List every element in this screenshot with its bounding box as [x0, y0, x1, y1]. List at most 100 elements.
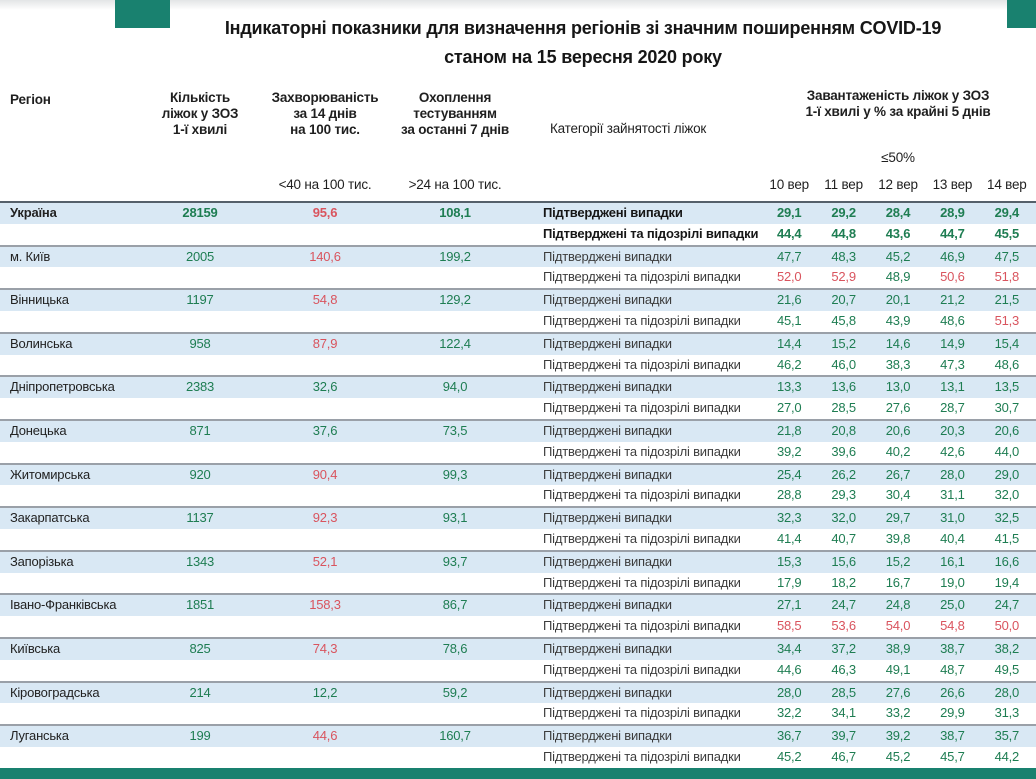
- occupancy-value: 38,9: [885, 640, 911, 656]
- table-row: Підтверджені та підозрілі випадки 27,0 28,…: [0, 398, 1036, 419]
- occupancy-value: 39,2: [776, 443, 802, 459]
- occupancy-value: 14,4: [776, 335, 802, 351]
- table-row: Україна 28159 95,6 108,1 Підтверджені випадк…: [0, 203, 1036, 224]
- occupancy-value: 24,7: [831, 597, 856, 613]
- occupancy-value: 40,2: [885, 443, 911, 459]
- occupancy-value: 13,5: [994, 379, 1020, 395]
- occupancy-value: 32,5: [994, 510, 1020, 526]
- occupancy-value: 24,8: [885, 597, 911, 613]
- beds-value: 1197: [186, 292, 214, 308]
- occupancy-values: 21,6 20,7 20,1 21,2 21,5: [762, 290, 1034, 311]
- occupancy-value: 21,2: [940, 292, 965, 308]
- occupancy-value: 29,4: [994, 205, 1020, 220]
- occupancy-value: 53,6: [831, 618, 856, 634]
- occupancy-value: 17,9: [776, 574, 802, 590]
- occupancy-values: 44,4 44,8 43,6 44,7 45,5: [762, 224, 1034, 245]
- bed-category-label: Підтверджені випадки: [543, 422, 672, 438]
- occupancy-values: 45,1 45,8 43,9 48,6 51,3: [762, 311, 1034, 332]
- occupancy-value: 52,9: [831, 269, 856, 285]
- beds-value: 199: [189, 728, 211, 744]
- page-title-line2: станом на 15 вересня 2020 року: [444, 47, 722, 67]
- occupancy-value: 27,6: [885, 400, 911, 416]
- date-header: 10 вер: [769, 177, 809, 192]
- occupancy-value: 24,7: [994, 597, 1020, 613]
- top-fade-decoration: [0, 0, 1036, 10]
- occupancy-value: 20,8: [831, 422, 856, 438]
- region-name: Івано-Франківська: [10, 597, 117, 613]
- table-row: Івано-Франківська 1851 158,3 86,7 Підтвердже…: [0, 595, 1036, 617]
- occupancy-value: 16,7: [885, 574, 911, 590]
- occupancy-value: 15,6: [831, 553, 856, 569]
- occupancy-value: 58,5: [776, 618, 802, 634]
- occupancy-value: 46,9: [940, 248, 965, 264]
- occupancy-values: 41,4 40,7 39,8 40,4 41,5: [762, 529, 1034, 550]
- incidence-value: 74,3: [312, 640, 338, 656]
- occupancy-value: 26,6: [940, 684, 965, 700]
- region-name: Луганська: [10, 728, 69, 744]
- occupancy-value: 19,4: [994, 574, 1020, 590]
- table-row: Житомирська 920 90,4 99,3 Підтверджені випад…: [0, 464, 1036, 486]
- region-block: Донецька 871 37,6 73,5 Підтверджені випадки 2…: [0, 418, 1036, 463]
- occupancy-value: 19,0: [940, 574, 965, 590]
- bed-category-label: Підтверджені та підозрілі випадки: [543, 443, 741, 459]
- occupancy-value: 20,7: [831, 292, 856, 308]
- occupancy-values: 34,4 37,2 38,9 38,7 38,2: [762, 639, 1034, 660]
- date-column-headers: 10 вер 11 вер 12 вер 13 вер 14 вер: [762, 177, 1034, 192]
- occupancy-value: 47,7: [776, 248, 802, 264]
- column-header-occupancy: Завантаженість ліжок у ЗОЗ 1-ї хвилі у %…: [805, 88, 991, 119]
- occupancy-values: 46,2 46,0 38,3 47,3 48,6: [762, 355, 1034, 376]
- incidence-value: 95,6: [312, 205, 338, 220]
- occupancy-values: 29,1 29,2 28,4 28,9 29,4: [762, 203, 1034, 224]
- testing-coverage-value: 73,5: [442, 422, 468, 438]
- occupancy-value: 44,7: [940, 225, 965, 241]
- table-row: Кіровоградська 214 12,2 59,2 Підтверджені ви…: [0, 682, 1036, 704]
- occupancy-values: 27,1 24,7 24,8 25,0 24,7: [762, 595, 1034, 616]
- occupancy-values: 32,3 32,0 29,7 31,0 32,5: [762, 508, 1034, 529]
- table-row: Запорізька 1343 52,1 93,7 Підтверджені випад…: [0, 551, 1036, 573]
- beds-value: 2005: [185, 248, 215, 264]
- occupancy-value: 20,3: [940, 422, 965, 438]
- occupancy-value: 28,4: [885, 205, 911, 220]
- testing-coverage-value: 99,3: [442, 466, 468, 482]
- occupancy-value: 32,0: [994, 487, 1020, 503]
- table-row: Закарпатська 1137 92,3 93,1 Підтверджені вип…: [0, 508, 1036, 529]
- occupancy-value: 40,4: [940, 530, 965, 546]
- occupancy-value: 48,9: [885, 269, 911, 285]
- occupancy-value: 36,7: [776, 728, 802, 744]
- occupancy-value: 29,9: [940, 705, 965, 721]
- bed-category-label: Підтверджені випадки: [543, 248, 672, 264]
- occupancy-value: 47,5: [994, 248, 1020, 264]
- occupancy-value: 32,0: [831, 510, 856, 526]
- testing-coverage-value: 93,1: [442, 510, 468, 526]
- table-row: м. Київ 2005 140,6 199,2 Підтверджені випадк…: [0, 246, 1036, 268]
- table-row: Підтверджені та підозрілі випадки 28,8 29,…: [0, 485, 1036, 506]
- table-row: Донецька 871 37,6 73,5 Підтверджені випадки 2…: [0, 420, 1036, 442]
- beds-value: 920: [189, 466, 211, 482]
- bed-category-label: Підтверджені та підозрілі випадки: [543, 618, 741, 634]
- testing-coverage-value: 78,6: [442, 640, 468, 656]
- bed-category-label: Підтверджені та підозрілі випадки: [543, 356, 741, 372]
- occupancy-value: 28,0: [994, 684, 1020, 700]
- occupancy-value: 15,2: [885, 553, 911, 569]
- occupancy-value: 29,2: [831, 205, 856, 220]
- incidence-value: 87,9: [312, 335, 338, 351]
- testing-threshold-label: >24 на 100 тис.: [408, 177, 502, 192]
- incidence-value: 32,6: [312, 379, 338, 395]
- teal-accent-left: [115, 0, 170, 28]
- occupancy-value: 21,5: [994, 292, 1020, 308]
- occupancy-value: 34,1: [831, 705, 856, 721]
- occupancy-value: 41,5: [994, 530, 1020, 546]
- testing-coverage-value: 59,2: [442, 684, 468, 700]
- occupancy-value: 45,1: [776, 312, 802, 328]
- beds-value: 28159: [182, 205, 218, 220]
- table-row: Київська 825 74,3 78,6 Підтверджені випадки 3…: [0, 638, 1036, 660]
- occupancy-value: 46,3: [831, 661, 856, 677]
- occupancy-value: 51,3: [994, 312, 1020, 328]
- table-row: Підтверджені та підозрілі випадки 39,2 39,…: [0, 442, 1036, 463]
- region-block: Закарпатська 1137 92,3 93,1 Підтверджені вип…: [0, 506, 1036, 550]
- region-name: Дніпропетровська: [10, 379, 115, 395]
- incidence-value: 140,6: [309, 248, 341, 264]
- occupancy-value: 48,7: [940, 661, 965, 677]
- bed-category-label: Підтверджені випадки: [543, 597, 672, 613]
